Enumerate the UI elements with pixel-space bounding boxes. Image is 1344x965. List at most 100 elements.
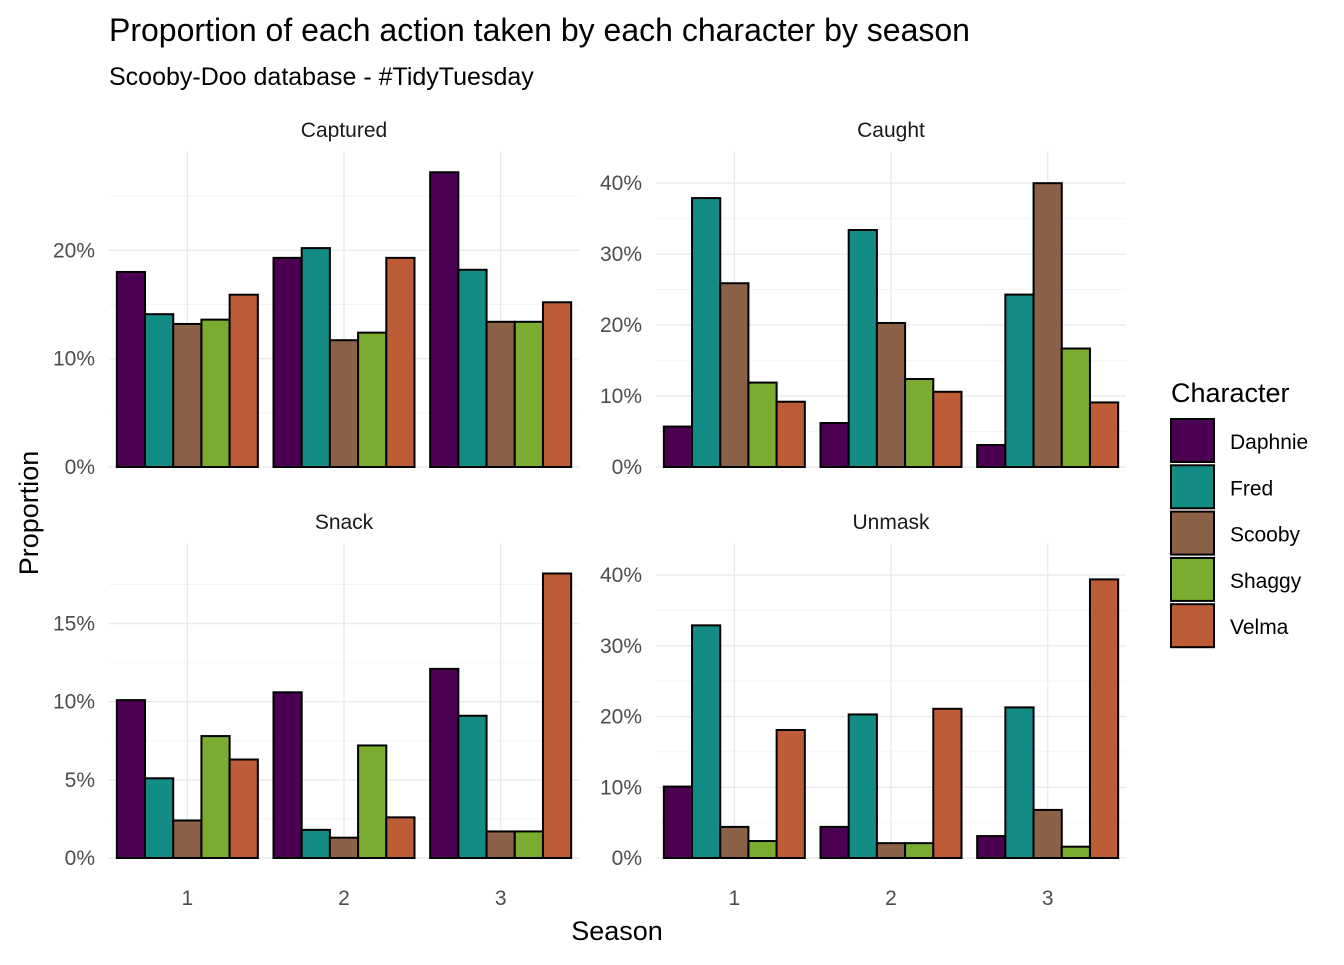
bar-unmask-velma-season-2 [932,707,963,859]
legend: Character Daphnie Fred Scooby Shaggy Velma [1170,378,1308,649]
bar-caught-daphnie-season-2 [819,422,850,468]
y-tick-label: 30% [600,243,642,266]
bar-unmask-fred-season-1 [691,624,722,859]
bar-captured-shaggy-season-3 [513,320,544,468]
bar-captured-daphnie-season-2 [272,256,303,468]
bar-snack-daphnie-season-2 [272,691,303,859]
bar-snack-fred-season-1 [144,777,175,859]
bar-caught-daphnie-season-1 [662,425,694,468]
bar-captured-velma-season-3 [541,301,573,468]
legend-label-shaggy: Shaggy [1230,570,1302,593]
legend-label-velma: Velma [1230,616,1289,639]
legend-title: Character [1171,378,1290,408]
bar-snack-fred-season-2 [300,828,331,860]
facet-strip-label: Unmask [852,511,930,534]
facet-strip-label: Snack [315,511,374,534]
bar-caught-velma-season-1 [775,400,806,469]
y-tick-label: 20% [600,706,642,729]
bar-captured-velma-season-2 [385,256,416,468]
bar-snack-daphnie-season-1 [115,699,147,859]
bar-snack-velma-season-1 [228,758,259,860]
bar-captured-shaggy-season-1 [200,318,231,468]
x-tick-label: 2 [338,887,350,910]
legend-label-fred: Fred [1230,477,1273,500]
bar-unmask-daphnie-season-3 [976,835,1007,859]
bar-captured-fred-season-3 [457,268,488,468]
bar-captured-scooby-season-2 [328,339,360,468]
legend-key-velma [1170,603,1215,649]
bar-caught-fred-season-1 [691,197,722,468]
x-tick-label: 3 [495,887,507,910]
y-tick-label: 40% [600,172,642,195]
bar-caught-scooby-season-2 [875,321,907,469]
y-tick-label: 20% [600,314,642,337]
bar-snack-shaggy-season-3 [513,830,544,860]
bar-unmask-scooby-season-3 [1032,808,1063,860]
bar-caught-velma-season-3 [1088,401,1120,468]
bar-captured-scooby-season-3 [485,320,516,468]
legend-label-daphnie: Daphnie [1230,431,1308,454]
bar-unmask-fred-season-3 [1004,706,1035,860]
panel-snack: 0% 5% 10% 15% 1 2 3 Snack [53,511,579,910]
y-tick-label: 30% [600,635,642,658]
bar-snack-scooby-season-3 [485,830,516,860]
facet-panels: 0%10%20%Captured0%10%20%30%40%Caught0%5%… [53,119,1126,910]
x-axis-title: Season [571,916,663,946]
x-tick-label: 2 [885,887,897,910]
y-tick-label: 5% [65,769,95,792]
y-tick-label: 40% [600,564,642,587]
y-tick-label: 0% [612,456,642,479]
bar-captured-velma-season-1 [228,293,259,468]
y-tick-label: 10% [53,348,95,371]
bar-captured-scooby-season-1 [172,322,203,468]
bar-snack-scooby-season-2 [328,836,360,860]
y-tick-label: 20% [53,239,95,262]
bar-caught-fred-season-2 [847,229,878,468]
bar-snack-velma-season-2 [385,816,416,860]
bar-caught-fred-season-3 [1004,293,1035,469]
bar-snack-scooby-season-1 [172,819,203,859]
bar-caught-shaggy-season-2 [904,378,935,468]
bar-unmask-scooby-season-1 [719,825,750,860]
bar-captured-shaggy-season-2 [357,331,388,468]
bar-unmask-scooby-season-2 [875,842,907,860]
bar-unmask-daphnie-season-2 [819,825,850,860]
legend-label-scooby: Scooby [1230,524,1301,547]
bar-snack-shaggy-season-1 [200,735,231,859]
bar-caught-shaggy-season-1 [747,381,778,469]
bar-captured-fred-season-2 [300,247,331,468]
bar-snack-velma-season-3 [541,572,573,859]
legend-key-shaggy [1170,556,1215,602]
facet-strip-label: Captured [301,119,387,142]
x-tick-label: 3 [1042,887,1054,910]
chart-title: Proportion of each action taken by each … [109,12,970,48]
legend-key-scooby [1170,510,1215,556]
bar-unmask-shaggy-season-2 [904,842,935,860]
x-tick-label: 1 [181,887,193,910]
panel-captured: 0% 10% 20% Captured [53,119,579,479]
bar-unmask-shaggy-season-3 [1060,845,1091,860]
y-axis-title: Proportion [14,451,44,576]
y-tick-label: 0% [612,847,642,870]
legend-key-daphnie [1170,418,1215,463]
bar-caught-velma-season-2 [932,390,963,468]
y-tick-label: 0% [65,456,95,479]
panel-unmask: 0% 10% 20% 30% 40% 1 2 3 Unmask [600,511,1126,910]
bar-unmask-velma-season-3 [1088,578,1120,860]
y-tick-label: 10% [53,691,95,714]
bar-snack-daphnie-season-3 [429,667,460,860]
panel-caught: 0% 10% 20% 30% 40% Caught [600,119,1126,479]
bar-captured-daphnie-season-1 [115,270,147,469]
bar-snack-shaggy-season-2 [357,744,388,860]
bar-caught-scooby-season-1 [719,282,750,468]
bar-caught-daphnie-season-3 [976,444,1007,468]
y-tick-label: 10% [600,385,642,408]
bar-unmask-shaggy-season-1 [747,840,778,859]
bar-unmask-daphnie-season-1 [662,785,694,859]
bar-captured-fred-season-1 [144,313,175,468]
y-tick-label: 15% [53,613,95,636]
x-tick-label: 1 [728,887,740,910]
bar-unmask-velma-season-1 [775,729,806,859]
